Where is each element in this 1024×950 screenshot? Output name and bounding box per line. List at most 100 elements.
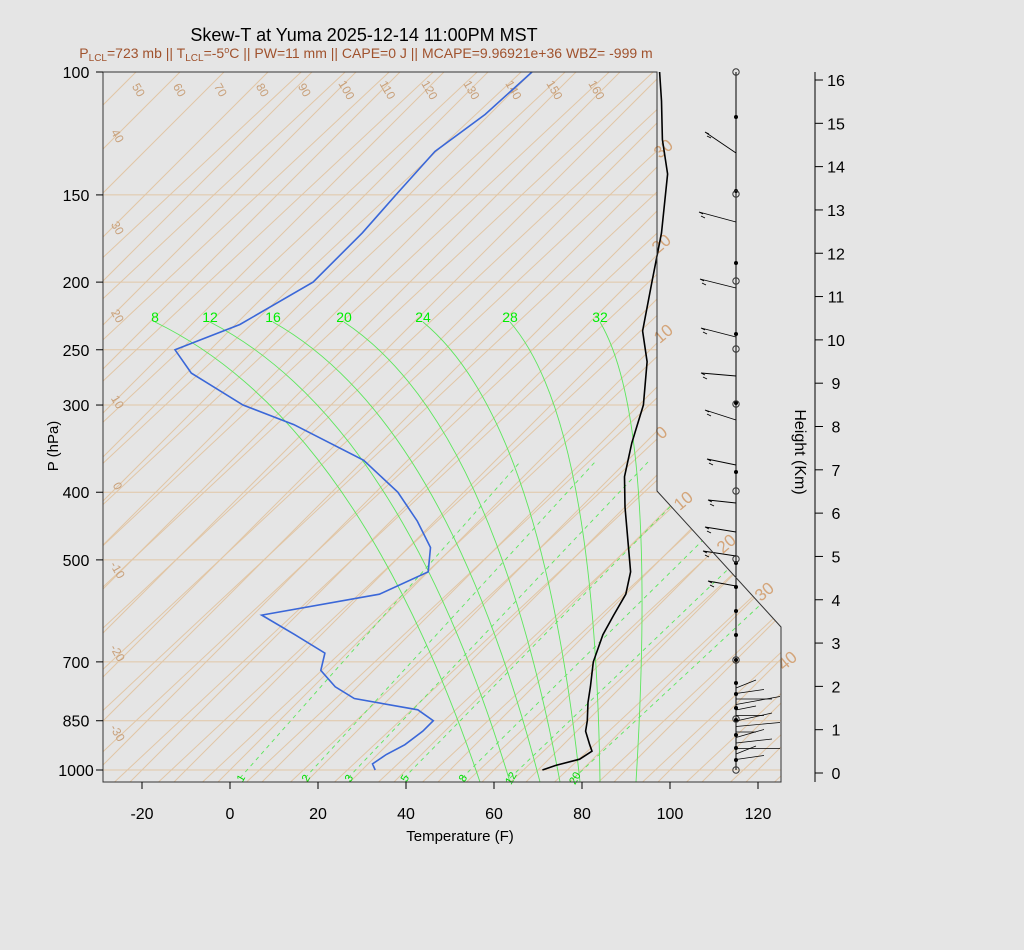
mixing-ratio-label-top: 8 xyxy=(151,309,159,325)
p-tick-label: 100 xyxy=(63,65,90,82)
isotherm-line xyxy=(103,72,688,782)
height-tick-label: 12 xyxy=(827,246,845,263)
wind-barb xyxy=(735,712,773,722)
wind-dot xyxy=(734,681,738,685)
dry-adiabat-line xyxy=(103,72,403,782)
calm-circle xyxy=(732,190,740,198)
calm-circle xyxy=(732,68,740,76)
isotherm-line xyxy=(103,72,644,782)
height-tick-label: 8 xyxy=(832,420,841,437)
x-tick-label: 40 xyxy=(397,806,415,823)
mixing-ratio-label-bottom: 3 xyxy=(343,773,356,784)
moist-adiabat-line xyxy=(422,321,581,782)
mixing-ratio-lines xyxy=(154,321,781,782)
mixing-ratio-label-bottom: 1 xyxy=(235,773,248,784)
moist-adiabat-line xyxy=(272,321,541,782)
height-tick-label: 5 xyxy=(832,549,841,566)
dry-adiabat-line xyxy=(457,72,781,782)
wind-barb xyxy=(700,327,737,338)
temperature-line xyxy=(542,71,669,771)
mixing-ratio-label-top: 28 xyxy=(502,309,518,325)
mixing-ratio-line xyxy=(403,461,715,779)
height-tick-label: 2 xyxy=(832,679,841,696)
wind-barb xyxy=(735,745,757,755)
dry-adiabat-line xyxy=(103,72,623,782)
wind-barb xyxy=(707,499,737,507)
isotherm-line xyxy=(103,72,292,782)
isotherm-line xyxy=(103,72,248,782)
dry-adiabat-line xyxy=(545,72,781,782)
dry-adiabat-line xyxy=(103,72,711,782)
wind-dot xyxy=(734,633,738,637)
isotherm-line xyxy=(103,72,512,782)
p-tick-label: 200 xyxy=(63,275,90,292)
x-axis-label: Temperature (F) xyxy=(406,828,514,845)
dry-adiabat-line xyxy=(103,72,535,782)
height-tick-label: 3 xyxy=(832,636,841,653)
wind-dot xyxy=(734,658,738,662)
wind-profile xyxy=(698,68,781,774)
wind-barb xyxy=(704,409,737,421)
height-tick-label: 16 xyxy=(827,73,845,90)
isotherm-line xyxy=(596,72,781,782)
isotherm-label-left: 40 xyxy=(108,127,127,146)
calm-circle xyxy=(732,345,740,353)
wind-barb xyxy=(735,729,765,738)
calm-circle xyxy=(732,277,740,285)
isotherm-line xyxy=(103,72,380,782)
isotherm-label-top: 70 xyxy=(211,81,230,100)
mixing-ratio-label-bottom: 20 xyxy=(567,770,584,787)
mixing-ratio-label-top: 12 xyxy=(202,309,218,325)
height-tick-label: 1 xyxy=(832,723,841,740)
isotherm-line xyxy=(103,72,556,782)
dry-adiabat-line xyxy=(633,72,781,782)
x-tick-label: 80 xyxy=(573,806,591,823)
height-tick-label: 13 xyxy=(827,203,845,220)
height-tick-label: 11 xyxy=(828,290,845,307)
x-tick-label: 20 xyxy=(309,806,327,823)
dry-adiabat-line xyxy=(501,72,781,782)
isotherm-line xyxy=(244,72,781,782)
wind-barb xyxy=(735,722,781,727)
p-tick-label: 850 xyxy=(63,714,90,731)
calm-circle xyxy=(732,766,740,774)
wind-dot xyxy=(734,746,738,750)
wind-dot xyxy=(734,706,738,710)
mixing-ratio-label-bottom: 8 xyxy=(457,773,470,784)
dry-adiabat-line xyxy=(149,72,781,782)
wind-barb xyxy=(702,550,737,558)
mixing-ratio-label-bottom: 2 xyxy=(300,773,313,784)
height-tick-label: 15 xyxy=(827,116,845,133)
isotherm-label-left: 30 xyxy=(108,219,127,238)
dry-adiabat-line xyxy=(589,72,781,782)
dry-adiabat-line xyxy=(103,72,755,782)
isotherm-line xyxy=(552,72,781,782)
mixing-ratio-label-top: 32 xyxy=(592,309,608,325)
isotherm-line xyxy=(103,72,776,782)
mixing-ratio-label-top: 24 xyxy=(415,309,431,325)
wind-barb xyxy=(700,372,737,380)
wind-dot xyxy=(734,401,738,405)
wind-barb xyxy=(735,696,781,705)
moist-adiabat-line xyxy=(209,321,511,782)
calm-circle xyxy=(732,487,740,495)
height-tick-label: 4 xyxy=(832,593,841,610)
dry-adiabat-line xyxy=(103,72,315,782)
moist-adiabat-line xyxy=(343,321,561,782)
chart-subtitle: PLCL=723 mb || TLCL=-5oC || PW=11 mm || … xyxy=(79,45,652,64)
wind-dot xyxy=(734,692,738,696)
x-tick-label: 100 xyxy=(657,806,684,823)
height-tick-label: 6 xyxy=(832,506,841,523)
chart-title: Skew-T at Yuma 2025-12-14 11:00PM MST xyxy=(190,25,537,45)
isotherm-line xyxy=(464,72,781,782)
moist-adiabat-line xyxy=(599,321,643,782)
wind-barb xyxy=(735,705,757,711)
p-tick-label: 500 xyxy=(63,553,90,570)
isotherm-label-top: 80 xyxy=(253,81,272,100)
dewpoint-line xyxy=(173,71,533,771)
mixing-ratio-label-bottom: 12 xyxy=(503,770,520,787)
isotherm-line xyxy=(103,72,336,782)
height-tick-label: 10 xyxy=(827,333,845,350)
height-tick-label: 0 xyxy=(832,766,841,783)
dry-adiabat-line xyxy=(237,72,781,782)
